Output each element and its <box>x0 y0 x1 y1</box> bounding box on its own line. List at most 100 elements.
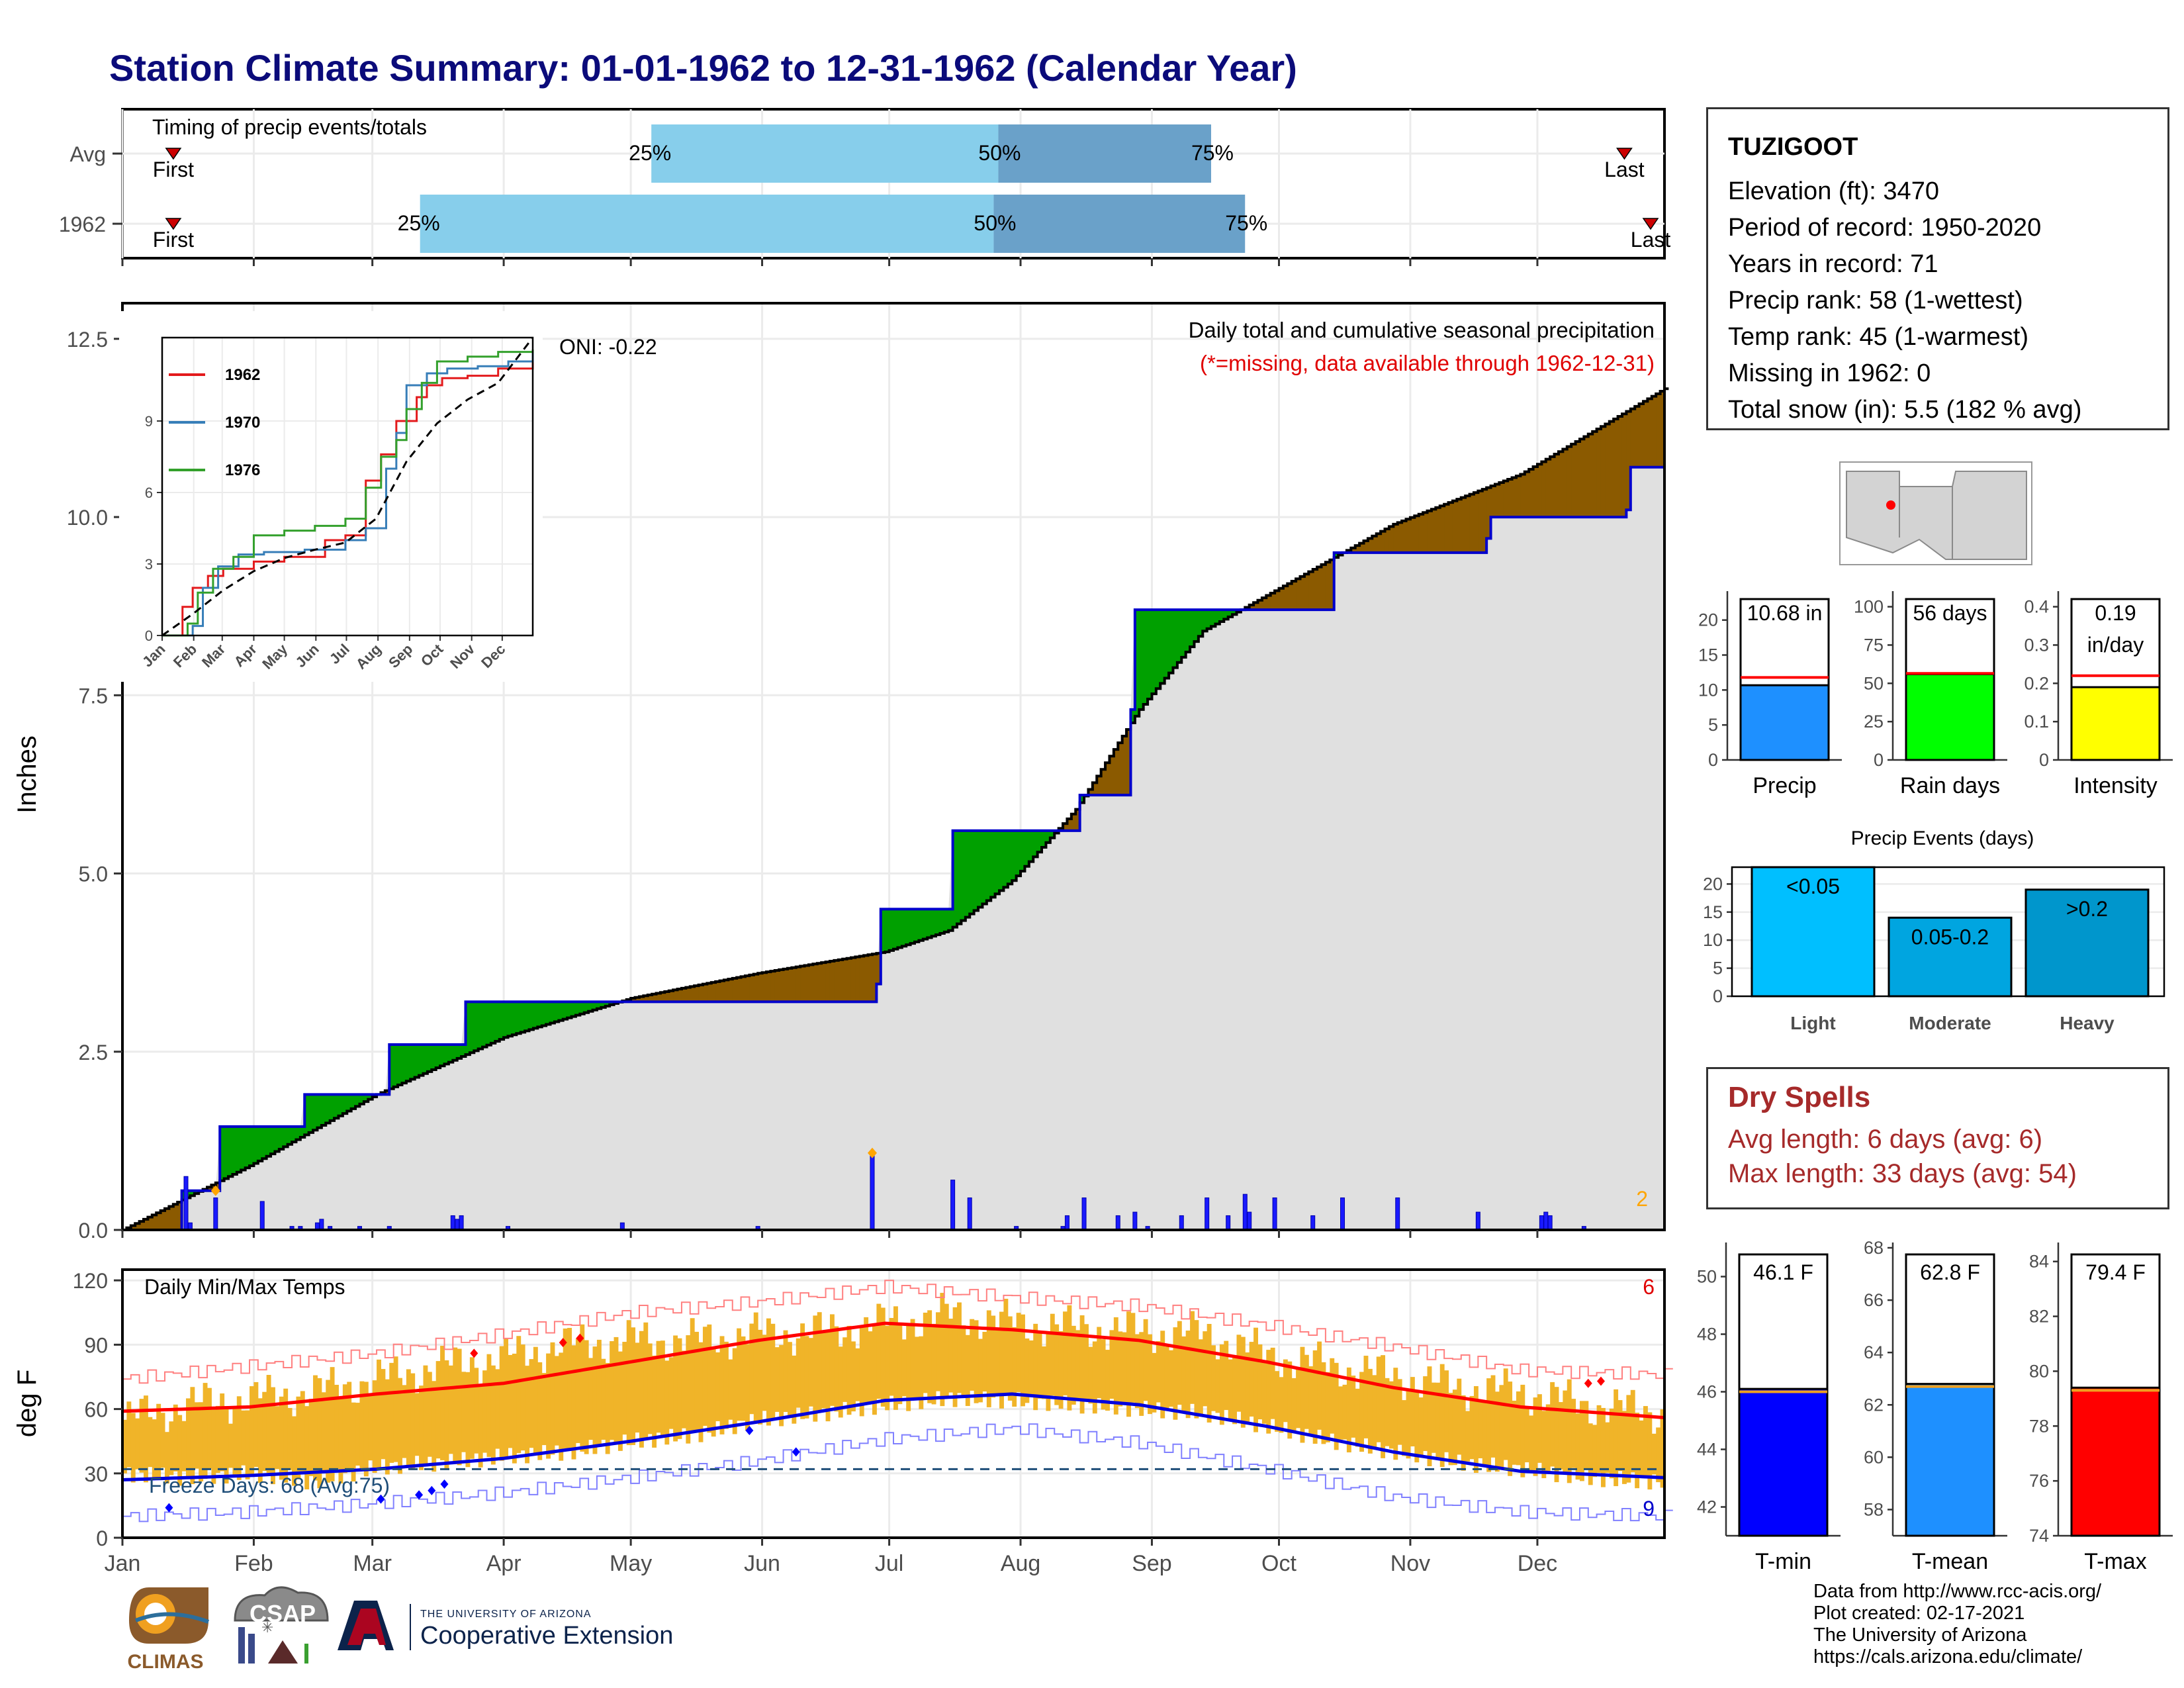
inset-ytick-label: 3 <box>145 556 153 573</box>
surplus-area <box>474 1002 479 1051</box>
precip-ytick-label: 0.0 <box>79 1219 108 1243</box>
surplus-area <box>257 1126 263 1161</box>
summary-ytick-label: 25 <box>1864 712 1884 731</box>
daily-temp-bar <box>1503 1368 1508 1460</box>
daily-temp-bar <box>245 1410 250 1479</box>
daily-temp-bar <box>1545 1404 1551 1473</box>
surplus-area <box>330 1094 335 1121</box>
daily-temp-bar <box>363 1382 369 1477</box>
daily-precip-bar <box>319 1219 324 1231</box>
daily-temp-bar <box>770 1323 776 1419</box>
daily-temp-bar <box>1185 1331 1191 1419</box>
surplus-area <box>995 830 1000 894</box>
snow-marker <box>867 1147 877 1158</box>
deficit-area <box>1393 524 1398 553</box>
temp-panel: 0 30 60 90 120 Jan Feb Mar Apr May Jun Jul Aug Sep Oct… <box>13 1268 1673 1576</box>
daily-temp-bar <box>292 1416 296 1486</box>
tsummary-ytick-label: 62 <box>1864 1395 1884 1415</box>
deficit-area <box>660 992 665 1002</box>
credit-line: The University of Arizona <box>1813 1624 2027 1646</box>
daily-temp-bar <box>368 1395 373 1461</box>
deficit-area <box>1388 526 1394 553</box>
surplus-area <box>486 1002 492 1045</box>
daily-temp-bar <box>1520 1384 1525 1477</box>
deficit-area <box>1414 516 1420 553</box>
surplus-area <box>991 830 996 898</box>
deficit-area <box>821 962 827 1002</box>
deficit-area <box>850 957 856 1002</box>
daily-temp-bar <box>753 1312 758 1423</box>
deficit-area <box>1075 809 1081 831</box>
precip-ytick-label: 7.5 <box>79 684 108 708</box>
surplus-area <box>232 1126 238 1174</box>
daily-temp-bar <box>664 1360 670 1445</box>
record-low-marker <box>745 1426 754 1435</box>
deficit-area <box>1261 598 1267 610</box>
daily-temp-bar <box>673 1335 678 1442</box>
daily-temp-bar <box>1639 1420 1644 1478</box>
surplus-area <box>253 1126 259 1164</box>
daily-temp-bar <box>381 1369 386 1460</box>
summary-value-unit: in/day <box>2087 633 2144 657</box>
deficit-area <box>732 978 737 1002</box>
tsummary-ytick-label: 48 <box>1697 1325 1717 1344</box>
daily-temp-bar <box>1152 1352 1157 1413</box>
daily-precip-bar <box>213 1197 218 1231</box>
daily-temp-bar <box>1330 1358 1335 1434</box>
summary-bar <box>1739 684 1830 761</box>
deficit-area <box>165 1208 170 1230</box>
daily-precip-bar <box>1226 1215 1231 1231</box>
tsummary-category-label: T-min <box>1755 1549 1811 1574</box>
daily-temp-bar <box>130 1413 136 1483</box>
deficit-area <box>1605 424 1610 518</box>
daily-temp-bar <box>478 1384 483 1468</box>
deficit-area <box>1630 408 1635 467</box>
deficit-area <box>1499 483 1504 518</box>
daily-temp-bar <box>944 1303 949 1398</box>
surplus-area <box>982 830 987 904</box>
deficit-area <box>1448 502 1453 553</box>
summary-category-label: Intensity <box>2073 773 2158 798</box>
record-high-marker <box>470 1348 478 1358</box>
daily-temp-bar <box>516 1336 522 1454</box>
daily-temp-bar <box>1621 1411 1627 1484</box>
summary-value-label: 0.19 <box>2095 601 2136 625</box>
temp-summary-charts: 42 44 46 48 50 46.1 F T-min 58 60 62 64 66 68 62.8 F T… <box>1697 1238 2173 1574</box>
daily-temp-bar <box>148 1417 153 1468</box>
summary-ytick-label: 0.3 <box>2024 635 2049 655</box>
daily-temp-bar <box>931 1323 936 1405</box>
deficit-area <box>690 986 695 1002</box>
daily-temp-bar <box>1439 1364 1445 1468</box>
surplus-area <box>584 1002 589 1013</box>
daily-temp-bar <box>1160 1331 1165 1419</box>
daily-temp-bar <box>1139 1332 1144 1416</box>
deficit-area <box>1520 474 1525 518</box>
daily-temp-bar <box>783 1330 788 1412</box>
daily-temp-bar <box>1240 1336 1246 1428</box>
surplus-area <box>321 1094 326 1126</box>
tsummary-value-label: 62.8 F <box>1920 1260 1980 1284</box>
daily-temp-bar <box>156 1403 161 1479</box>
deficit-area <box>723 980 729 1002</box>
region-outline <box>1846 471 2027 560</box>
month-label: Feb <box>234 1551 273 1576</box>
daily-temp-bar <box>1609 1408 1614 1479</box>
deficit-area <box>1579 439 1584 518</box>
deficit-area <box>1516 475 1521 518</box>
daily-temp-bar <box>186 1398 191 1477</box>
surplus-area <box>1007 830 1013 884</box>
surplus-area <box>1143 610 1148 704</box>
daily-temp-bar <box>554 1356 559 1446</box>
surplus-area <box>461 1045 467 1056</box>
daily-temp-bar <box>1016 1313 1021 1393</box>
temp-corner-bottom: 9 <box>1643 1497 1655 1521</box>
temp-corner-top: 6 <box>1643 1275 1655 1299</box>
snow-marker <box>210 1185 220 1196</box>
daily-temp-bar <box>1385 1378 1390 1446</box>
deficit-area <box>855 957 860 1002</box>
daily-temp-bar <box>885 1325 890 1411</box>
daily-temp-bar <box>207 1387 212 1469</box>
surplus-area <box>1224 610 1229 620</box>
deficit-area <box>1351 547 1356 553</box>
deficit-area <box>817 963 822 1002</box>
